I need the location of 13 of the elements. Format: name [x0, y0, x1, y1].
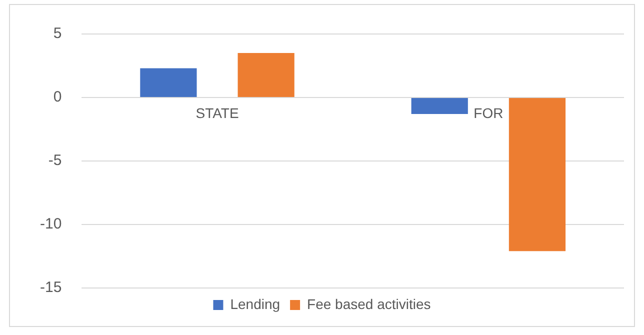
y-tick-label: 0	[53, 88, 62, 106]
y-tick-label: -10	[40, 216, 62, 233]
y-tick-label: -5	[48, 152, 62, 170]
x-tick-label: FOR	[474, 104, 504, 121]
y-tick-label: 5	[53, 25, 62, 42]
legend-label: Lending	[230, 296, 280, 312]
bar	[140, 68, 197, 97]
legend-label: Fee based activities	[307, 296, 431, 312]
x-tick-label: STATE	[196, 104, 239, 121]
bar	[411, 98, 468, 114]
y-tick-label: -15	[40, 279, 62, 296]
bar	[508, 98, 566, 252]
bar	[238, 53, 294, 97]
